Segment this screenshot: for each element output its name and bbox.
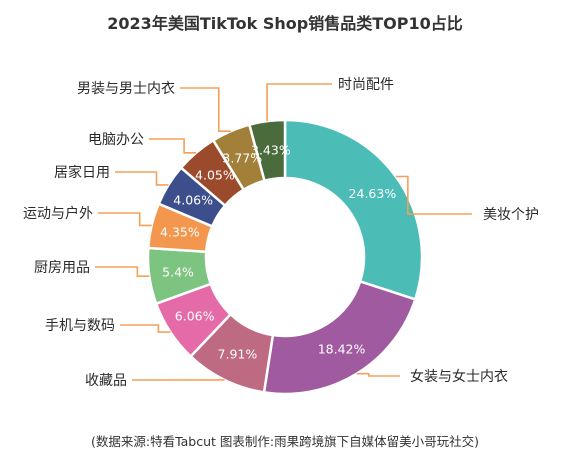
percent-label-10: 3.43% xyxy=(251,142,291,157)
leader-line-8 xyxy=(149,138,197,154)
category-label-8: 电脑办公 xyxy=(88,132,144,148)
category-label-1: 美妆个护 xyxy=(483,207,539,223)
percent-label-5: 5.4% xyxy=(162,265,194,280)
source-footer: (数据来源:特看Tabcut 图表制作:雨果跨境旗下自媒体留美小哥玩社交) xyxy=(91,434,479,449)
percent-label-3: 7.91% xyxy=(218,346,258,361)
slice-10 xyxy=(247,118,287,183)
percent-label-1: 24.63% xyxy=(349,186,397,201)
category-label-3: 收藏品 xyxy=(85,373,127,389)
category-label-2: 女装与女士内衣 xyxy=(410,368,508,385)
category-label-10: 时尚配件 xyxy=(338,77,394,93)
percent-label-6: 4.35% xyxy=(160,225,200,240)
category-label-9: 男装与男士内衣 xyxy=(77,81,175,97)
percent-label-4: 6.06% xyxy=(175,309,215,324)
category-label-6: 运动与户外 xyxy=(23,205,93,222)
leader-line-10 xyxy=(266,83,332,122)
leader-line-4 xyxy=(120,324,171,333)
leader-line-6 xyxy=(98,212,152,227)
category-label-4: 手机与数码 xyxy=(45,318,115,334)
slice-1 xyxy=(283,118,424,301)
leader-lines-group xyxy=(95,83,472,381)
leader-line-1 xyxy=(395,175,472,215)
category-label-7: 居家日用 xyxy=(54,164,110,181)
percent-label-9: 3.77% xyxy=(222,150,262,165)
percent-label-8: 4.05% xyxy=(195,167,235,182)
chart-title: 2023年美国TikTok Shop销售品类TOP10占比 xyxy=(107,14,462,33)
category-label-5: 厨房用品 xyxy=(34,260,90,276)
leader-line-5 xyxy=(95,266,150,278)
leader-line-9 xyxy=(180,87,231,132)
percent-labels-group: 24.63% 18.42% 7.91% 6.06% 5.4% 4.35% 4.06% 4.05… xyxy=(160,142,396,361)
leader-line-7 xyxy=(115,171,169,186)
percent-label-2: 18.42% xyxy=(318,342,366,357)
slices-group xyxy=(146,118,424,396)
leader-line-2 xyxy=(356,372,400,377)
percent-label-7: 4.06% xyxy=(173,193,213,208)
slice-2 xyxy=(262,279,417,396)
